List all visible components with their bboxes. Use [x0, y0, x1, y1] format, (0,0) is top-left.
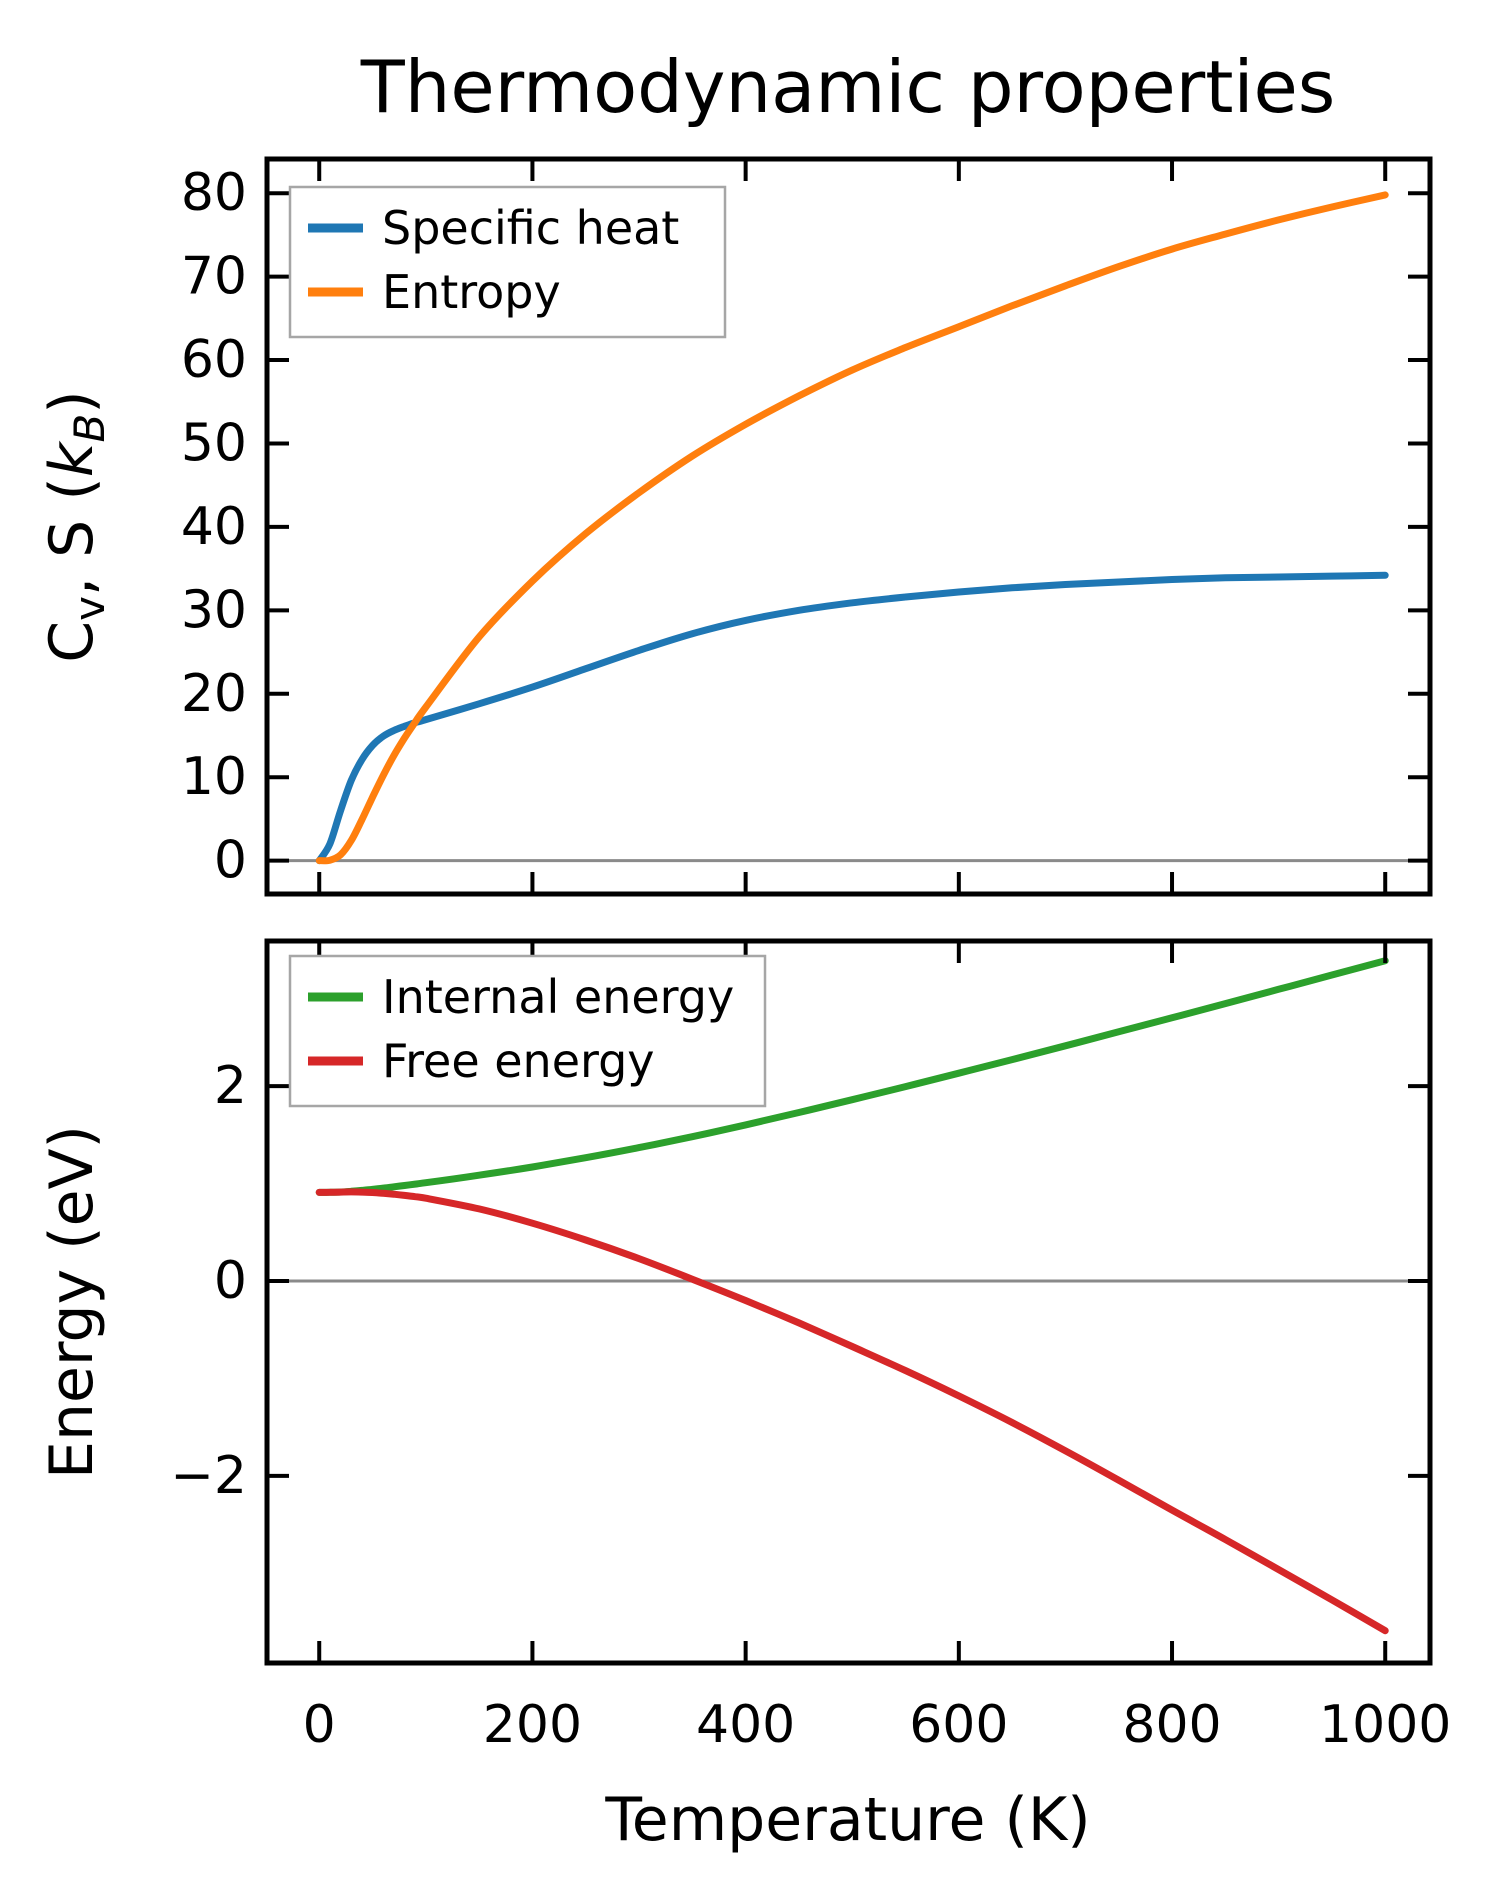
free-energy-line: [315, 1188, 1389, 1635]
x-tick-label-800: 800: [1122, 1695, 1221, 1755]
bottom-y-tick-label-2: 2: [214, 1056, 247, 1116]
x-tick-label-400: 400: [696, 1695, 795, 1755]
top-y-tick-label-0: 0: [214, 831, 247, 891]
chart-title: Thermodynamic properties: [360, 45, 1336, 129]
bottom-y-tick-label--2: −2: [170, 1446, 247, 1506]
x-tick-label-0: 0: [303, 1695, 336, 1755]
bottom-legend: Internal energy Free energy: [288, 954, 767, 1108]
bottom-legend-box: [288, 954, 767, 1108]
top-y-tick-label-30: 30: [181, 580, 247, 640]
top-panel: 0 10 20 30 40 50 60 70 80 Cv, S (kB) Specific heat…: [37, 156, 1433, 897]
top-y-tick-label-40: 40: [181, 497, 247, 557]
x-tick-label-600: 600: [909, 1695, 1008, 1755]
bottom-panel-border: [264, 938, 1433, 1666]
top-legend-box: [288, 185, 727, 339]
x-tick-label-200: 200: [483, 1695, 582, 1755]
x-axis-label: Temperature (K): [604, 1785, 1090, 1855]
top-y-tick-label-70: 70: [181, 247, 247, 307]
legend-label-free-energy: Free energy: [382, 1034, 655, 1088]
bottom-panel: 0 200 400 600 800 1000 −2 0 2 Energy (eV) Internal…: [37, 938, 1451, 1755]
top-y-tick-label-50: 50: [181, 413, 247, 473]
top-y-axis-label: Cv, S (kB): [37, 390, 114, 662]
bottom-y-axis-label: Energy (eV): [37, 1125, 107, 1479]
top-legend: Specific heat Entropy: [288, 185, 727, 339]
x-tick-label-1000: 1000: [1319, 1695, 1451, 1755]
legend-label-internal-energy: Internal energy: [382, 970, 734, 1024]
legend-label-entropy: Entropy: [382, 265, 561, 319]
top-y-tick-label-20: 20: [181, 664, 247, 724]
legend-label-specific-heat: Specific heat: [382, 201, 679, 255]
entropy-line: [315, 191, 1389, 865]
top-y-tick-label-60: 60: [181, 330, 247, 390]
top-y-tick-label-10: 10: [181, 747, 247, 807]
top-y-tick-label-80: 80: [181, 163, 247, 223]
specific-heat-line: [315, 571, 1389, 865]
bottom-y-tick-label-0: 0: [214, 1251, 247, 1311]
